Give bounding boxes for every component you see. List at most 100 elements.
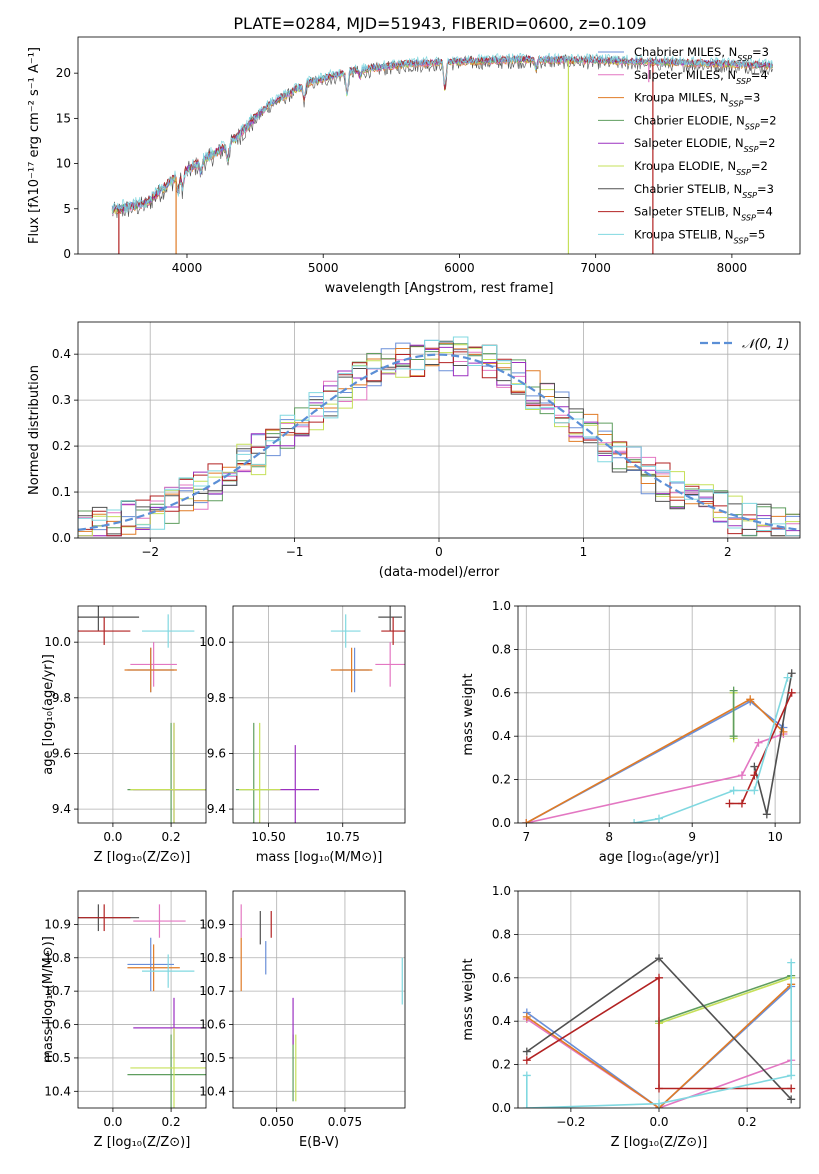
errorbar-point-chabrier_miles <box>127 937 174 992</box>
mass-weight-marker <box>655 814 663 823</box>
x-tick-label: 6000 <box>444 261 475 275</box>
y-tick-label: 10.4 <box>199 1084 226 1098</box>
mass-weight-marker <box>750 786 759 795</box>
y-tick-label: 0.1 <box>52 485 71 499</box>
y-tick-label: 1.0 <box>492 599 511 613</box>
x-tick-label: 8 <box>605 830 613 844</box>
histogram-chabrier_stelib <box>78 340 800 537</box>
errorbar-point-kroupa_stelib <box>142 954 195 988</box>
errorbar-point-kroupa_miles <box>127 944 180 992</box>
y-tick-label: 0.0 <box>492 1101 511 1115</box>
y-axis-label: mass weight <box>461 958 476 1040</box>
y-tick-label: 1.0 <box>492 884 511 898</box>
mass-weight-marker <box>630 819 639 823</box>
legend-label: Chabrier MILES, NSSP=3 <box>634 45 769 63</box>
y-axis-label: mass [log₁₀(M/M⊙)] <box>41 936 56 1063</box>
axes-frame <box>77 605 207 824</box>
x-tick-label: 7000 <box>580 261 611 275</box>
mass-weight-line-chabrier_elodie <box>658 974 792 1022</box>
x-tick-label: 0.0 <box>103 1115 122 1129</box>
mass-weight-marker <box>787 1071 796 1080</box>
y-tick-label: 9.8 <box>207 691 226 705</box>
mass-weight-marker <box>522 1104 531 1108</box>
y-tick-label: 10.0 <box>44 635 71 649</box>
errorbar-point-salpeter_miles <box>130 642 177 687</box>
y-tick-label: 10.9 <box>199 917 226 931</box>
errorbar-point-kroupa_elodie <box>238 722 281 823</box>
axes-frame <box>517 605 801 824</box>
errorbar-point-salpeter_miles <box>133 904 186 938</box>
grid-lines <box>78 891 206 1108</box>
mass-weight-marker <box>655 1084 663 1093</box>
chart-mass-weight-vs-age: 7 8 9 10 0.0 0.2 0.4 0.6 0.8 1.0 age [log₁₀(age/yr… <box>461 599 801 865</box>
errorbar-point-chabrier_stelib <box>78 606 140 632</box>
x-tick-label: 10.50 <box>251 830 285 844</box>
y-tick-label: 0.2 <box>492 1058 511 1072</box>
axes-frame <box>77 321 801 539</box>
mass-weight-marker <box>737 799 746 808</box>
x-tick-label: −0.2 <box>556 1115 585 1129</box>
y-tick-label: 10.5 <box>44 1051 71 1065</box>
y-tick-label: 0.4 <box>52 347 71 361</box>
mass-weight-marker <box>729 786 738 795</box>
plot-area <box>235 606 405 823</box>
errorbar-point-kroupa_elodie <box>130 722 206 823</box>
x-axis-label: Z [log₁₀(Z/Z⊙)] <box>611 1135 708 1150</box>
mass-weight-marker <box>522 1047 531 1056</box>
errorbar-point-chabrier_stelib <box>378 606 403 632</box>
mass-weight-marker <box>750 762 759 771</box>
y-tick-label: 0.0 <box>492 816 511 830</box>
x-axis-label: E(B-V) <box>299 1135 339 1150</box>
x-tick-label: −2 <box>141 545 159 559</box>
errorbar-point-kroupa_elodie <box>130 1027 206 1108</box>
x-axis-label: age [log₁₀(age/yr)] <box>599 850 720 865</box>
grid-lines <box>233 606 405 823</box>
chart-residuals: −2 −1 0 1 2 0.0 0.1 0.2 0.3 0.4 (data-model)/error… <box>27 321 801 580</box>
y-tick-label: 9.8 <box>52 691 71 705</box>
y-tick-label: 10.7 <box>199 984 226 998</box>
y-tick-label: 9.4 <box>207 802 226 816</box>
legend: Chabrier MILES, NSSP=3 Salpeter MILES, NS… <box>598 45 777 245</box>
mass-weight-line-kroupa_elodie <box>658 977 792 1025</box>
legend-label: Chabrier ELODIE, NSSP=2 <box>634 113 777 130</box>
y-tick-label: 0.2 <box>52 439 71 453</box>
plot-area <box>78 904 206 1108</box>
plot-area <box>240 904 403 1102</box>
y-axis-label: Flux [fλ10⁻¹⁷ erg cm⁻² s⁻¹ A⁻¹] <box>27 47 42 244</box>
mass-weight-marker <box>787 688 796 697</box>
axes-frame <box>77 36 801 255</box>
chart-spectrum: 4000 5000 6000 7000 8000 0 5 10 15 20 wavelength [… <box>27 36 801 296</box>
mass-weight-marker <box>655 954 663 963</box>
y-tick-label: 10.0 <box>199 635 226 649</box>
y-tick-label: 10.8 <box>44 951 71 965</box>
y-tick-label: 0.0 <box>52 531 71 545</box>
legend-label: Chabrier STELIB, NSSP=3 <box>634 182 774 200</box>
chart-mass-vs-ebv: 0.050 0.075 10.4 10.5 10.6 10.7 10.8 10.9 E(B-V) <box>199 890 406 1150</box>
errorbar-point-kroupa_stelib <box>330 614 361 648</box>
mass-weight-marker <box>522 1012 531 1021</box>
y-tick-label: 20 <box>56 66 71 80</box>
errorbar-point-salpeter_stelib <box>78 617 131 645</box>
chart-mass-weight-vs-z: −0.2 0.0 0.2 0.0 0.2 0.4 0.6 0.8 1.0 Z [log₁₀(Z/Z… <box>461 884 801 1150</box>
y-tick-label: 0.4 <box>492 1014 511 1028</box>
grid-lines <box>78 606 206 823</box>
plot-area <box>522 954 796 1108</box>
y-tick-label: 10.8 <box>199 951 226 965</box>
errorbar-point-salpeter_miles <box>375 642 405 687</box>
y-tick-label: 0.3 <box>52 393 71 407</box>
legend-label: Kroupa MILES, NSSP=3 <box>634 91 760 109</box>
mass-weight-line-kroupa_miles <box>525 698 784 823</box>
mass-weight-marker <box>787 669 796 678</box>
legend: 𝒩(0, 1) <box>700 337 789 352</box>
mass-weight-marker <box>729 732 738 741</box>
errorbar-point-salpeter_stelib <box>381 617 405 645</box>
chart-age-vs-z: 0.0 0.2 9.4 9.6 9.8 10.0 Z [log₁₀(Z/Z⊙)] age [l… <box>41 605 207 865</box>
histogram-kroupa_stelib <box>78 336 800 537</box>
y-tick-label: 10.7 <box>44 984 71 998</box>
x-tick-label: 0.075 <box>328 1115 362 1129</box>
x-axis-label: (data-model)/error <box>379 565 500 580</box>
y-tick-label: 0.8 <box>492 927 511 941</box>
y-tick-label: 10.5 <box>199 1051 226 1065</box>
mass-weight-line-salpeter_miles <box>526 733 784 823</box>
axes-frame <box>232 605 406 824</box>
